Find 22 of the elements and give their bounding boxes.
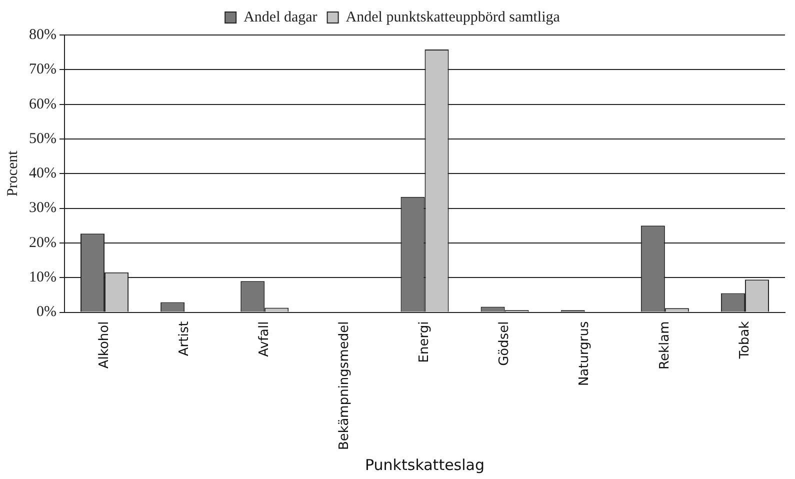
y-tick-label: 10%: [28, 270, 56, 286]
x-tick-label: Naturgrus: [577, 321, 592, 386]
x-tick-label: Gödsel: [497, 321, 512, 366]
y-tick-label: 50%: [28, 130, 56, 147]
y-tick-label: 60%: [28, 96, 56, 112]
x-tick-label: Reklam: [657, 321, 672, 370]
legend-label: Andel dagar: [244, 9, 318, 26]
x-tick-label: Alkohol: [96, 321, 112, 369]
y-tick-label: 0%: [36, 304, 56, 320]
x-tick-label: Energi: [417, 321, 432, 363]
x-tick-label: Tobak: [737, 320, 752, 360]
x-tick-label: Artist: [176, 321, 192, 356]
x-tick-label: Bekämpningsmedel: [337, 321, 352, 450]
x-axis-title: Punktskatteslag: [365, 456, 484, 474]
y-tick-label: 80%: [28, 26, 56, 43]
legend-label: Andel punktskatteuppbörd samtliga: [346, 9, 560, 26]
x-tick-label: Avfall: [257, 321, 272, 357]
y-tick-label: 20%: [28, 234, 56, 251]
y-tick-label: 30%: [28, 200, 56, 216]
y-axis-title: Procent: [4, 150, 21, 197]
y-tick-label: 40%: [28, 166, 56, 182]
y-tick-label: 70%: [28, 62, 56, 78]
